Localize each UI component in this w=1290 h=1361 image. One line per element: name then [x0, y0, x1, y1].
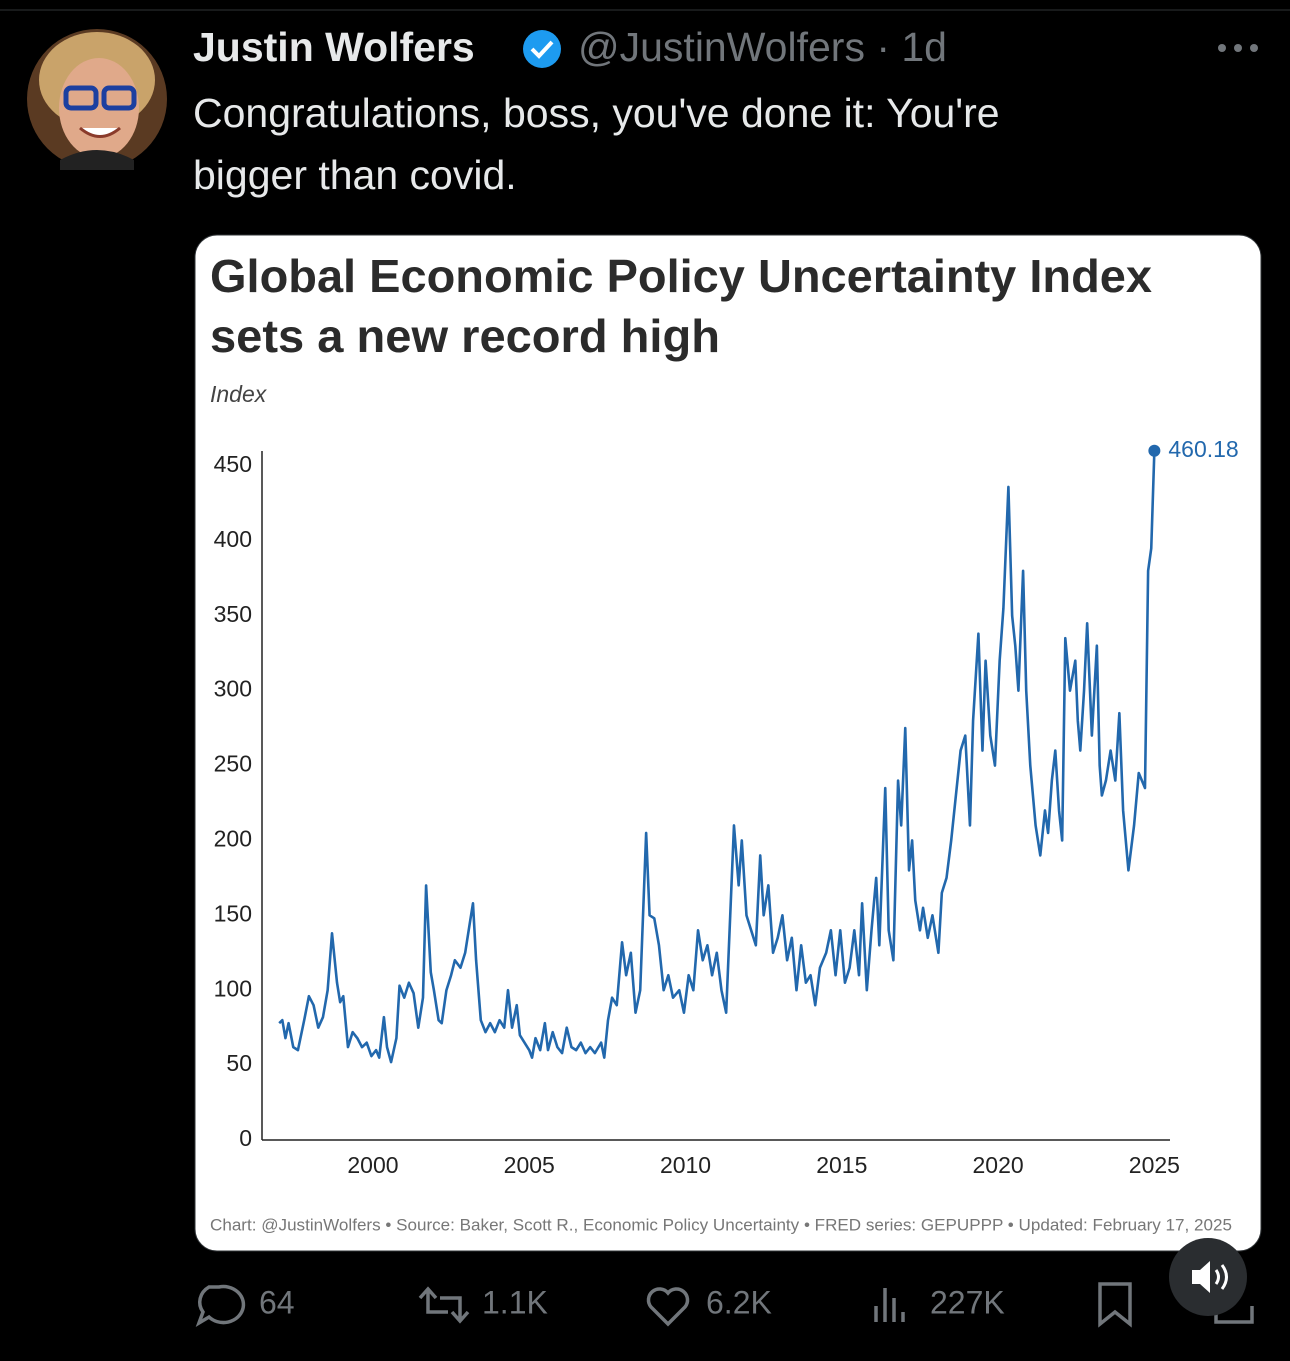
chart-title: Global Economic Policy Uncertainty Index [210, 250, 1152, 302]
y-tick-label: 50 [226, 1050, 252, 1076]
y-tick-label: 100 [214, 975, 252, 1001]
author-name[interactable]: Justin Wolfers [193, 24, 475, 70]
repost-count: 1.1K [482, 1284, 548, 1320]
y-tick-label: 0 [239, 1125, 252, 1151]
tweet-text: Congratulations, boss, you've done it: Y… [193, 90, 1000, 136]
chart-title: sets a new record high [210, 310, 720, 362]
like-action[interactable]: 6.2K [646, 1284, 772, 1327]
x-tick-label: 2015 [816, 1152, 867, 1178]
value-label: 460.18 [1168, 436, 1238, 462]
y-tick-label: 350 [214, 601, 252, 627]
verified-badge [523, 30, 561, 68]
y-tick-label: 450 [214, 451, 252, 477]
y-axis-label: Index [210, 381, 268, 407]
like-count: 6.2K [706, 1284, 772, 1320]
mute-button[interactable] [1169, 1238, 1247, 1316]
x-tick-label: 2005 [504, 1152, 555, 1178]
reply-action[interactable]: 64 [195, 1284, 295, 1328]
chart-card[interactable] [194, 234, 1262, 1252]
x-tick-label: 2010 [660, 1152, 711, 1178]
x-tick-label: 2000 [347, 1152, 398, 1178]
y-tick-label: 200 [214, 826, 252, 852]
y-tick-label: 250 [214, 751, 252, 777]
x-tick-label: 2020 [973, 1152, 1024, 1178]
y-tick-label: 150 [214, 900, 252, 926]
avatar[interactable] [27, 29, 167, 170]
handle-time[interactable]: @JustinWolfers · 1d [578, 24, 947, 70]
series-line [278, 450, 1156, 1064]
x-tick-label: 2025 [1129, 1152, 1180, 1178]
views-count: 227K [930, 1284, 1005, 1320]
bookmark-action[interactable] [1098, 1282, 1132, 1328]
reply-count: 64 [259, 1284, 295, 1320]
repost-action[interactable]: 1.1K [418, 1284, 548, 1324]
tweet-text: bigger than covid. [193, 152, 517, 198]
chart-source: Chart: @JustinWolfers • Source: Baker, S… [210, 1216, 1232, 1234]
y-tick-label: 300 [214, 676, 252, 702]
last-point [1148, 444, 1161, 457]
more-menu[interactable] [1218, 44, 1258, 52]
y-tick-label: 400 [214, 526, 252, 552]
views-action[interactable]: 227K [874, 1284, 1005, 1322]
